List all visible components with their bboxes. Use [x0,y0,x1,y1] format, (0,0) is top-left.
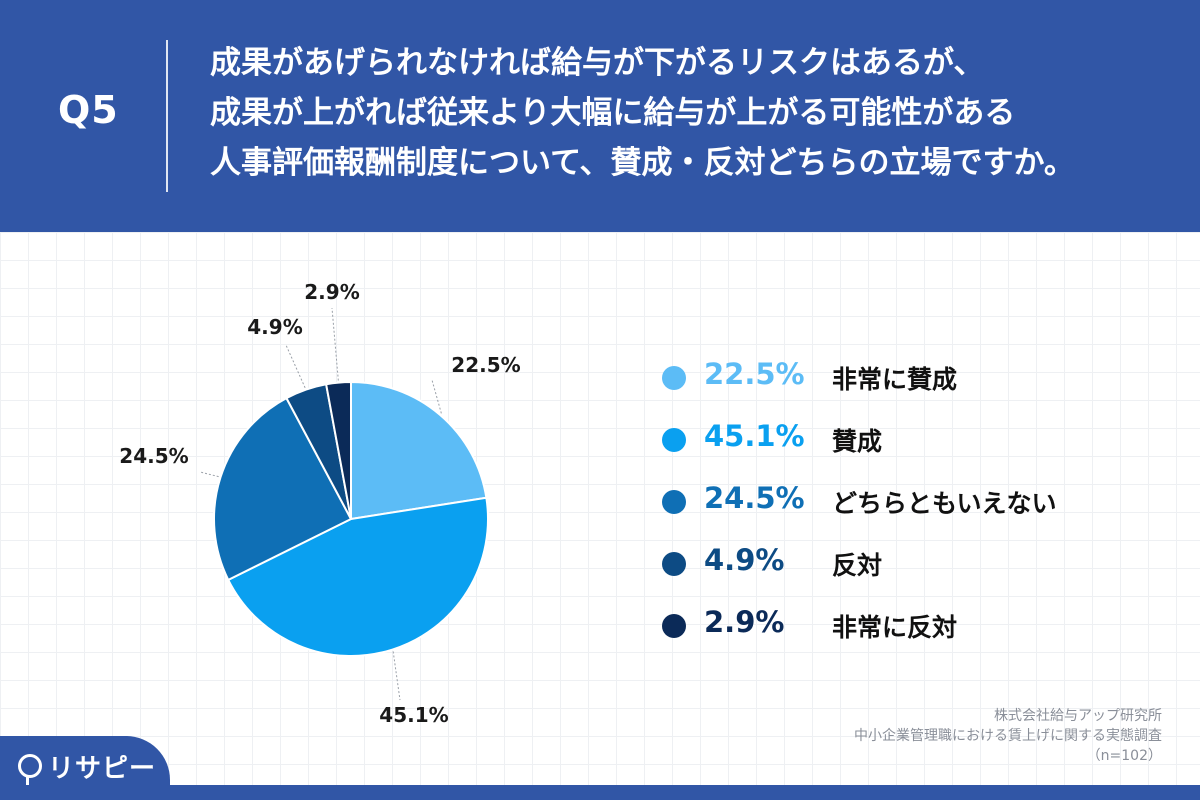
legend-percent: 2.9% [704,605,785,639]
legend-swatch [662,552,686,576]
leader-line [431,379,442,414]
legend-label: 賛成 [832,427,883,456]
leader-line [331,307,339,381]
legend-percent: 45.1% [704,419,805,453]
legend-label: 非常に賛成 [832,365,958,394]
source-survey: 中小企業管理職における賃上げに関する実態調査 [854,728,1162,744]
pie-slice [213,396,353,582]
legend-swatch [662,428,686,452]
source-sample: （n=102） [1086,748,1162,764]
legend-swatch [662,366,686,390]
legend-label: 反対 [832,551,883,580]
question-number: Q5 [58,88,119,132]
legend-label: 非常に反対 [832,613,958,642]
chart-panel [0,232,1200,785]
legend-item-agree: 45.1% 賛成 [662,417,1142,457]
slice-percent-label: 24.5% [119,444,188,468]
slice-percent-label: 2.9% [304,280,359,304]
legend-swatch [662,614,686,638]
source-company: 株式会社給与アップ研究所 [994,708,1162,724]
question-line-2: 成果が上がれば従来より大幅に給与が上がる可能性がある [210,95,1016,131]
question-header: Q5 成果があげられなければ給与が下がるリスクはあるが、 成果が上がれば従来より… [0,0,1200,232]
slice-percent-label: 45.1% [379,703,448,727]
legend-item-neutral: 24.5% どちらともいえない [662,479,1142,519]
legend-item-very-disagree: 2.9% 非常に反対 [662,603,1142,643]
header-divider [166,40,168,192]
leader-line [285,344,306,388]
pin-icon [18,754,42,785]
legend-label: どちらともいえない [832,489,1057,518]
question-text: 成果があげられなければ給与が下がるリスクはあるが、 成果が上がれば従来より大幅に… [210,38,1180,188]
slice-percent-label: 22.5% [451,353,520,377]
source-note: 株式会社給与アップ研究所 中小企業管理職における賃上げに関する実態調査 （n=1… [854,706,1162,766]
question-line-1: 成果があげられなければ給与が下がるリスクはあるが、 [210,45,985,81]
pie-slice [324,380,352,520]
question-line-3: 人事評価報酬制度について、賛成・反対どちらの立場ですか。 [210,145,1075,181]
pie-slice [226,496,489,657]
legend-percent: 24.5% [704,481,805,515]
leader-line [199,471,219,478]
pie-slice [350,380,488,521]
brand-name: リサピー [48,754,157,784]
legend-percent: 4.9% [704,543,785,577]
slice-percent-label: 4.9% [247,315,302,339]
legend-swatch [662,490,686,514]
legend-item-disagree: 4.9% 反対 [662,541,1142,581]
leader-line [392,651,401,701]
legend-percent: 22.5% [704,357,805,391]
legend-item-very-agree: 22.5% 非常に賛成 [662,355,1142,395]
